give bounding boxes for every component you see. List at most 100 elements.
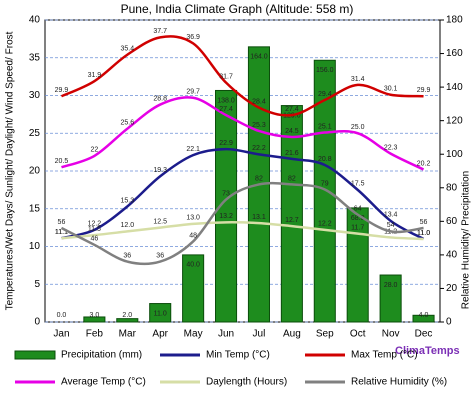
value-label: 31.9 — [88, 72, 102, 79]
value-label: 11.1 — [55, 229, 68, 236]
y2-tick-label: 0 — [446, 317, 452, 328]
bar — [83, 316, 106, 323]
legend-label: Average Temp (°C) — [61, 377, 146, 388]
y2-tick-label: 60 — [446, 216, 458, 227]
line — [60, 35, 424, 117]
x-tick-label: Jun — [218, 329, 234, 340]
value-label: 12.0 — [120, 222, 134, 229]
value-label: 46 — [90, 236, 98, 243]
value-label: 25.6 — [120, 120, 134, 127]
y-axis-title: Temperatures/Wet Days/ Sunlight/ Dayligh… — [5, 31, 16, 310]
value-label: 4.0 — [419, 312, 429, 319]
value-label: 29.7 — [186, 89, 200, 96]
value-label: 40.0 — [186, 262, 200, 269]
y2-tick-label: 40 — [446, 250, 458, 261]
value-label: 0.0 — [57, 312, 67, 319]
value-label: 56 — [420, 219, 428, 226]
value-label: 20.8 — [318, 156, 332, 163]
value-label: 31.7 — [219, 74, 233, 81]
bar — [116, 318, 139, 323]
value-label: 48 — [189, 232, 197, 239]
legend-label: Precipitation (mm) — [61, 350, 142, 361]
brand: ClimaTemps — [395, 345, 460, 357]
legend-label: Daylength (Hours) — [206, 377, 287, 388]
x-tick-label: Dec — [415, 329, 433, 340]
value-label: 25.1 — [318, 123, 332, 130]
bar — [182, 254, 205, 323]
value-label: 82 — [255, 175, 263, 182]
value-label: 22.3 — [384, 144, 398, 151]
line — [60, 181, 424, 266]
value-label: 29.4 — [318, 91, 332, 98]
bar — [346, 207, 369, 323]
y2-tick-label: 80 — [446, 182, 458, 193]
value-label: 2.0 — [122, 312, 132, 319]
value-label: 22 — [90, 147, 98, 154]
value-label: 27.4 — [219, 106, 233, 113]
x-tick-label: May — [184, 329, 203, 340]
value-label: 64 — [354, 205, 362, 212]
legend-label: Max Temp (°C) — [351, 350, 418, 361]
y-tick-label: 25 — [29, 128, 41, 139]
y-tick-label: 30 — [29, 90, 41, 101]
value-label: 82 — [288, 175, 296, 182]
value-label: 156.0 — [316, 67, 334, 74]
value-label: 13.2 — [219, 213, 233, 220]
value-label: 28.4 — [252, 98, 266, 105]
value-label: 13.4 — [384, 212, 398, 219]
bar — [412, 314, 435, 323]
line — [61, 96, 425, 171]
value-label: 37.7 — [153, 28, 167, 35]
bar — [313, 59, 336, 323]
value-label: 36.9 — [186, 34, 200, 41]
x-tick-label: Feb — [86, 329, 104, 340]
bar — [379, 274, 402, 323]
value-label: 11.0 — [417, 230, 430, 237]
y2-tick-label: 140 — [446, 82, 463, 93]
x-tick-label: Oct — [350, 329, 366, 340]
value-label: 31.4 — [351, 76, 365, 83]
y-tick-label: 5 — [34, 279, 40, 290]
y-tick-label: 15 — [29, 203, 41, 214]
legend-swatch — [14, 350, 56, 360]
value-label: 11.7 — [351, 225, 364, 232]
value-label: 15.3 — [120, 197, 134, 204]
x-tick-label: Apr — [152, 329, 168, 340]
value-label: 12.2 — [88, 221, 102, 228]
value-label: 68.0 — [351, 215, 365, 222]
value-label: 24.5 — [285, 128, 299, 135]
value-label: 29.9 — [55, 87, 69, 94]
value-label: 17.5 — [351, 181, 365, 188]
value-label: 28.0 — [384, 282, 398, 289]
line — [61, 147, 425, 241]
y2-tick-label: 100 — [446, 149, 463, 160]
value-label: 27.4 — [285, 106, 299, 113]
value-label: 73 — [222, 190, 230, 197]
y2-tick-label: 180 — [446, 15, 463, 26]
chart-title: Pune, India Climate Graph (Altitude: 558… — [121, 2, 354, 16]
legend-label: Relative Humidity (%) — [351, 377, 447, 388]
value-label: 36 — [156, 252, 164, 259]
value-label: 30.1 — [384, 86, 398, 93]
x-tick-label: Jul — [253, 329, 266, 340]
value-label: 56 — [58, 219, 66, 226]
value-label: 36 — [123, 252, 131, 259]
value-label: 13.1 — [252, 214, 266, 221]
value-label: 22.2 — [252, 145, 266, 152]
y-tick-label: 10 — [29, 241, 41, 252]
value-label: 54 — [387, 222, 395, 229]
x-tick-label: Nov — [382, 329, 400, 340]
value-label: 21.6 — [285, 150, 299, 157]
value-label: 164.0 — [250, 54, 268, 61]
value-label: 19.3 — [153, 167, 167, 174]
y2-tick-label: 160 — [446, 48, 463, 59]
y-tick-label: 0 — [34, 317, 40, 328]
y-tick-label: 40 — [29, 15, 41, 26]
x-tick-label: Mar — [119, 329, 137, 340]
value-label: 3.0 — [90, 312, 100, 319]
y2-axis-title: Relative Humidity/ Precipitation — [461, 171, 472, 309]
value-label: 29.9 — [417, 87, 431, 94]
y-tick-label: 20 — [29, 166, 41, 177]
value-label: 12.2 — [318, 221, 332, 228]
